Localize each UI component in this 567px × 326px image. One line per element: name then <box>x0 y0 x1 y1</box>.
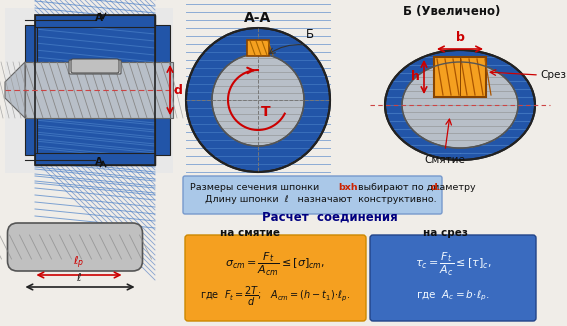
Text: на смятие: на смятие <box>220 228 280 238</box>
Circle shape <box>186 28 330 172</box>
Bar <box>35 153 155 165</box>
Ellipse shape <box>385 50 535 160</box>
Text: d.: d. <box>431 183 442 191</box>
Bar <box>5 8 173 173</box>
Bar <box>35 15 155 165</box>
Text: Размеры сечения шпонки: Размеры сечения шпонки <box>190 183 325 191</box>
Bar <box>434 57 486 97</box>
Text: А-А: А-А <box>244 11 272 25</box>
Text: Б (Увеличено): Б (Увеличено) <box>403 6 501 19</box>
Text: $\sigma_{cm}=\dfrac{F_t}{A_{cm}}\leq[\sigma]_{cm},$: $\sigma_{cm}=\dfrac{F_t}{A_{cm}}\leq[\si… <box>226 250 325 277</box>
FancyBboxPatch shape <box>185 235 366 321</box>
Text: А: А <box>95 157 103 167</box>
Bar <box>25 62 173 118</box>
Bar <box>35 118 155 165</box>
Text: где  $F_t=\dfrac{2T}{d}$;   $A_{cm}=(h-t_1)\!\cdot\!\ell_p.$: где $F_t=\dfrac{2T}{d}$; $A_{cm}=(h-t_1)… <box>200 285 351 307</box>
Text: Срез: Срез <box>540 70 566 80</box>
Text: А: А <box>95 13 103 23</box>
Text: выбирают по диаметру: выбирают по диаметру <box>355 183 479 191</box>
FancyBboxPatch shape <box>183 176 442 214</box>
Circle shape <box>212 54 304 146</box>
Text: на срез: на срез <box>422 228 467 238</box>
Bar <box>25 62 173 118</box>
Text: где  $A_c=b\!\cdot\!\ell_p.$: где $A_c=b\!\cdot\!\ell_p.$ <box>416 289 490 303</box>
Text: $\ell$: $\ell$ <box>76 271 82 283</box>
FancyBboxPatch shape <box>7 223 142 271</box>
Polygon shape <box>5 62 25 118</box>
Bar <box>25 62 170 118</box>
Text: Расчет  соединения: Расчет соединения <box>262 211 398 224</box>
Text: $\ell_p$: $\ell_p$ <box>73 255 84 271</box>
Text: d: d <box>174 83 183 96</box>
FancyBboxPatch shape <box>71 59 119 73</box>
Bar <box>155 25 170 155</box>
Ellipse shape <box>402 62 518 148</box>
Bar <box>247 40 269 56</box>
FancyBboxPatch shape <box>69 60 121 74</box>
Text: T: T <box>261 105 271 119</box>
Bar <box>35 62 155 118</box>
Bar <box>35 15 155 62</box>
Text: bxh: bxh <box>338 183 358 191</box>
Text: $\tau_c=\dfrac{F_t}{A_c}\leq[\tau]_c,$: $\tau_c=\dfrac{F_t}{A_c}\leq[\tau]_c,$ <box>414 250 492 277</box>
Text: Смятие: Смятие <box>425 155 466 165</box>
Bar <box>35 15 155 27</box>
Text: Б: Б <box>306 28 314 41</box>
Text: Длину шпонки  ℓ   назначают  конструктивно.: Длину шпонки ℓ назначают конструктивно. <box>205 196 437 204</box>
Bar <box>25 25 37 155</box>
Bar <box>35 15 155 165</box>
Text: b: b <box>455 31 464 44</box>
Text: h: h <box>411 70 420 83</box>
FancyBboxPatch shape <box>370 235 536 321</box>
